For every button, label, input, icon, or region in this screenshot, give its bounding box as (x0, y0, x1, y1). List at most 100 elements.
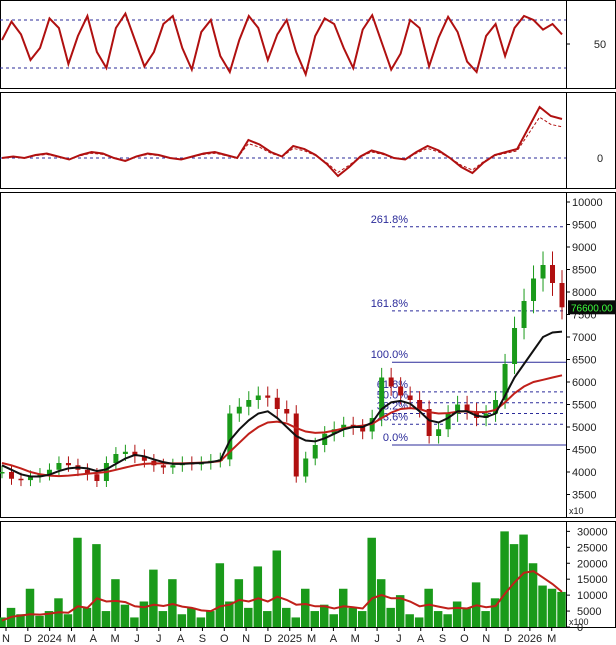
x-tick-label: M (547, 633, 556, 645)
candle-body (445, 413, 451, 430)
candle-body (464, 404, 470, 412)
x-tick-label: A (330, 633, 338, 645)
candle-body (293, 413, 299, 477)
volume-bar (234, 579, 244, 627)
volume-bar (253, 566, 263, 627)
candle-body (94, 474, 100, 481)
candle-body (341, 424, 347, 430)
x-tick-label: A (417, 633, 425, 645)
y-tick-label: 10000 (572, 197, 603, 209)
volume-bar (25, 588, 35, 627)
candle-body (436, 429, 442, 436)
x-tick-label: 2026 (518, 633, 542, 645)
volume-bar (244, 607, 253, 627)
volume-bar (348, 607, 357, 627)
volume-bar (101, 611, 111, 627)
volume-bar (414, 617, 424, 627)
volume-bar (433, 611, 443, 627)
y-tick-label: 5000 (572, 422, 596, 434)
x-tick-label: M (111, 633, 120, 645)
candle-body (160, 465, 166, 468)
x-tick-label: A (177, 633, 185, 645)
y-tick-label: 5000 (577, 606, 601, 618)
volume-bar (73, 537, 82, 627)
volume-panel: 0 5000 10000 15000 20000 25000 30000 (0, 526, 608, 634)
volume-bar (405, 614, 414, 627)
x-tick-label: J (374, 633, 380, 645)
candle-body (407, 395, 413, 400)
candle-body (265, 395, 271, 398)
candle-body (246, 400, 252, 407)
fibonacci-label: 0.0% (383, 432, 408, 444)
x-tick-label: M (67, 633, 76, 645)
candle-body (56, 463, 62, 470)
x-tick-label: A (90, 633, 98, 645)
price-panel: 3500400045005000550060006500700075008000… (0, 197, 603, 502)
volume-bar (462, 607, 471, 627)
price-multiplier-label: x10 (569, 506, 584, 516)
volume-bar (63, 614, 73, 627)
volume-bar (149, 569, 158, 627)
volume-bar (291, 617, 301, 627)
candle-body (255, 395, 261, 400)
candle-body (360, 427, 366, 432)
x-tick-label: 2025 (278, 633, 302, 645)
volume-bar (215, 563, 225, 627)
volume-bar (196, 617, 206, 627)
x-axis: N D 2024 M A M J J A S O N D 2025 M A M J J A S O N D 2026 M (2, 627, 556, 645)
moving-average-long (1, 374, 563, 478)
x-tick-label: N (2, 633, 10, 645)
current-value-badge: 76600.00 (568, 300, 616, 315)
x-tick-label: O (220, 633, 229, 645)
volume-bar (282, 607, 291, 627)
y-tick-label: 9000 (572, 242, 596, 254)
candle-body (322, 433, 328, 445)
candle-body (559, 283, 565, 308)
x-tick-label: N (482, 633, 490, 645)
volume-bar (310, 611, 319, 627)
volume-moving-average (1, 570, 563, 622)
candle-body (8, 472, 14, 479)
y-tick-label: 3500 (572, 490, 596, 502)
volume-bar (272, 550, 282, 627)
y-tick-label: 15000 (577, 574, 608, 586)
volume-bar (395, 595, 405, 627)
volume-multiplier-label: x100 (569, 617, 589, 627)
y-tick-label: 0 (577, 622, 583, 634)
candle-body (550, 265, 556, 283)
volume-bar (301, 588, 310, 627)
volume-bar (177, 614, 187, 627)
oscillator-1-panel: 50 (0, 11, 606, 78)
candle-body (493, 400, 499, 414)
candle-body (18, 478, 24, 481)
y-tick-label: 6000 (572, 377, 596, 389)
candle-body (122, 451, 128, 454)
panel-border (0, 0, 616, 89)
volume-bar (225, 601, 234, 627)
y-tick-label: 0 (597, 153, 603, 165)
volume-bar (490, 598, 500, 627)
y-tick-label: 50 (594, 39, 606, 51)
candle-body (170, 465, 176, 468)
volume-bar (528, 563, 538, 627)
y-tick-label: 4500 (572, 445, 596, 457)
candle-body (312, 445, 318, 459)
volume-bar (319, 604, 329, 627)
y-tick-label: 5500 (572, 400, 596, 412)
y-tick-label: 8000 (572, 287, 596, 299)
current-value-badge-bg (568, 300, 616, 315)
volume-bar (158, 611, 168, 627)
candle-body (474, 411, 480, 418)
candle-body (455, 404, 461, 414)
x-tick-label: J (396, 633, 402, 645)
y-tick-label: 7000 (572, 332, 596, 344)
volume-bar (367, 537, 376, 627)
oscillator-2-signal-line (1, 116, 563, 174)
candle-body (426, 409, 432, 436)
volume-bar (206, 611, 215, 627)
volume-bar (338, 588, 348, 627)
volume-bar (263, 611, 272, 627)
candle-body (46, 469, 52, 475)
x-tick-label: D (504, 633, 512, 645)
